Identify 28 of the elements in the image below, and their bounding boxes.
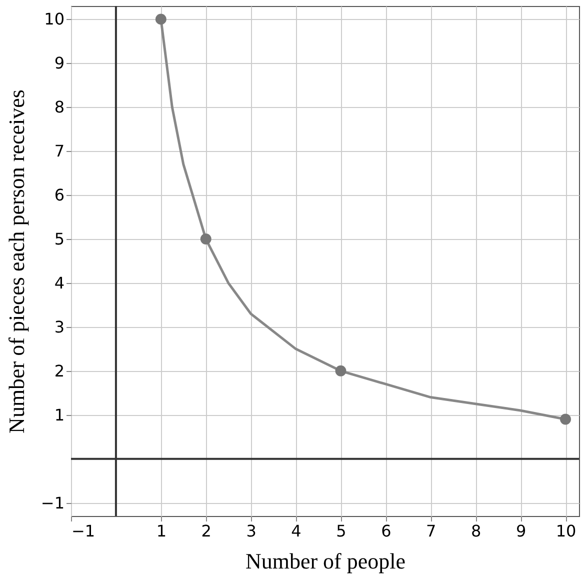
point <box>200 234 212 244</box>
y-tick-label: 8 <box>54 98 64 117</box>
x-tick-label: 5 <box>336 522 346 540</box>
x-axis-title: Number of people <box>245 548 406 574</box>
x-tick-label: −1 <box>72 522 96 540</box>
x-tick-label: 3 <box>246 522 256 540</box>
y-tick-label: 10 <box>44 10 64 29</box>
y-tick-label: 7 <box>54 142 64 161</box>
y-tick-label: 1 <box>54 405 64 424</box>
y-tick-label: −1 <box>40 493 64 512</box>
x-tick-label: 7 <box>426 522 436 540</box>
y-tick-label: 2 <box>54 361 64 380</box>
x-tick-label: 9 <box>516 522 526 540</box>
x-tick-label: 1 <box>156 522 167 540</box>
y-tick-label: 3 <box>54 317 64 336</box>
x-tick-label: 2 <box>201 522 212 540</box>
x-tick-label: 10 <box>556 522 576 540</box>
point <box>335 365 346 376</box>
y-tick-label: 5 <box>54 230 64 249</box>
x-tick-label: 6 <box>381 522 392 540</box>
x-tick-label: 4 <box>291 522 302 540</box>
y-axis-title: Number of pieces each person receives <box>4 90 29 434</box>
x-tick-label: 8 <box>471 522 482 540</box>
point <box>155 14 166 25</box>
y-tick-label: 9 <box>54 54 64 73</box>
point <box>560 414 571 425</box>
y-tick-label: 6 <box>54 186 64 205</box>
y-tick-label: 4 <box>54 273 64 292</box>
